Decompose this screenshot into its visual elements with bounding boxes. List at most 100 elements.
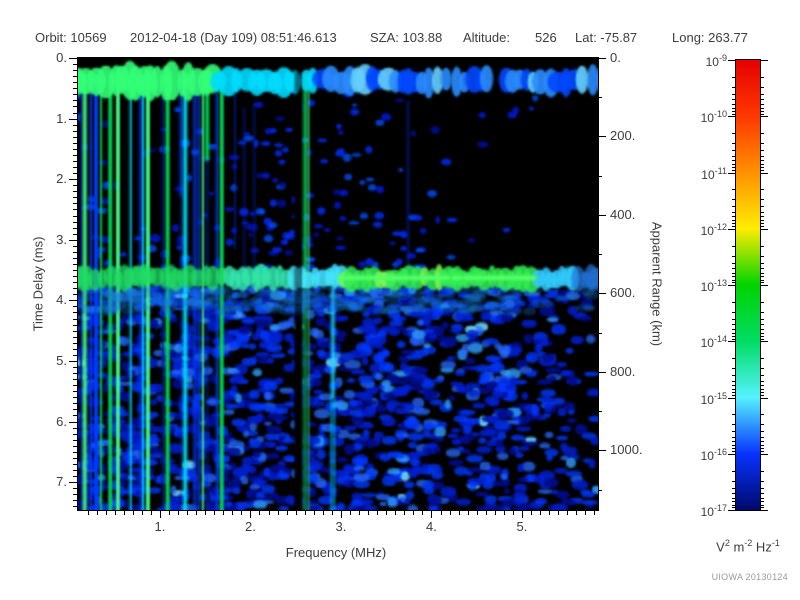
bottom-axis-tick xyxy=(486,511,487,515)
left-tick-label: 5. xyxy=(56,352,67,368)
bottom-axis-tick xyxy=(241,511,242,515)
colorbar-tick xyxy=(728,454,736,455)
left-axis-tick xyxy=(69,361,77,362)
left-axis-tick xyxy=(73,125,77,126)
colorbar-minor-tick xyxy=(732,170,736,171)
colorbar-minor-tick xyxy=(760,94,764,95)
colorbar-minor-tick xyxy=(760,493,764,494)
right-axis-tick xyxy=(598,58,606,59)
left-axis-tick xyxy=(73,349,77,350)
bottom-axis-tick xyxy=(160,511,161,518)
bottom-axis-tick xyxy=(450,511,451,515)
colorbar-minor-tick xyxy=(760,220,764,221)
colorbar-minor-tick xyxy=(760,111,764,112)
colorbar-minor-tick xyxy=(760,160,764,161)
colorbar-minor-tick xyxy=(732,256,736,257)
colorbar-minor-tick xyxy=(760,358,764,359)
colorbar-minor-tick xyxy=(732,501,736,502)
colorbar-minor-tick xyxy=(732,280,736,281)
bottom-tick-label: 3. xyxy=(335,519,347,534)
bottom-axis-tick xyxy=(441,511,442,515)
colorbar-tick xyxy=(760,229,768,230)
colorbar-minor-tick xyxy=(760,389,764,390)
bottom-axis-tick xyxy=(124,511,125,515)
colorbar-minor-tick xyxy=(760,108,764,109)
left-axis-tick xyxy=(73,294,77,295)
colorbar-minor-tick xyxy=(760,216,764,217)
colorbar-minor-tick xyxy=(732,329,736,330)
bottom-axis-tick xyxy=(540,511,541,515)
colorbar-minor-tick xyxy=(732,220,736,221)
colorbar-minor-tick xyxy=(732,488,736,489)
left-axis-tick xyxy=(69,119,77,120)
colorbar-minor-tick xyxy=(732,368,736,369)
colorbar-tick xyxy=(728,510,736,511)
colorbar-minor-tick xyxy=(760,375,764,376)
colorbar-minor-tick xyxy=(760,437,764,438)
left-axis-tick xyxy=(73,385,77,386)
colorbar-tick xyxy=(760,60,768,61)
bottom-axis-tick xyxy=(151,511,152,515)
plot-frame xyxy=(77,57,599,511)
left-axis-tick xyxy=(73,270,77,271)
colorbar-minor-tick xyxy=(732,424,736,425)
bottom-axis-tick xyxy=(368,511,369,515)
bottom-axis-tick xyxy=(259,511,260,515)
colorbar-minor-tick xyxy=(760,498,764,499)
left-axis-tick xyxy=(73,325,77,326)
colorbar-minor-tick xyxy=(732,481,736,482)
bottom-axis-tick xyxy=(278,511,279,515)
colorbar-minor-tick xyxy=(760,133,764,134)
left-axis-tick xyxy=(73,167,77,168)
bottom-axis-tick xyxy=(305,511,306,515)
colorbar-minor-tick xyxy=(760,445,764,446)
colorbar-minor-tick xyxy=(760,424,764,425)
left-axis-tick xyxy=(73,70,77,71)
colorbar-tick-label: 10-9 xyxy=(705,53,727,69)
bottom-tick-label: 5. xyxy=(516,519,528,534)
colorbar-tick xyxy=(728,116,736,117)
left-axis-tick xyxy=(73,100,77,101)
colorbar-minor-tick xyxy=(732,216,736,217)
colorbar-minor-tick xyxy=(760,268,764,269)
colorbar-minor-tick xyxy=(732,471,736,472)
bottom-axis-tick xyxy=(576,511,577,515)
left-tick-label: 4. xyxy=(56,292,67,308)
colorbar-minor-tick xyxy=(760,448,764,449)
bottom-axis-tick xyxy=(250,511,251,518)
left-axis-tick xyxy=(73,82,77,83)
bottom-axis-tick xyxy=(269,511,270,515)
colorbar-minor-tick xyxy=(760,333,764,334)
left-axis-tick xyxy=(73,161,77,162)
left-axis-tick xyxy=(73,452,77,453)
colorbar-tick-label: 10-17 xyxy=(700,503,727,519)
bottom-tick-label: 1. xyxy=(154,519,166,534)
colorbar-minor-tick xyxy=(732,226,736,227)
colorbar-tick xyxy=(728,229,736,230)
right-tick-label: 0. xyxy=(610,50,621,65)
left-axis-tick xyxy=(73,234,77,235)
colorbar-minor-tick xyxy=(732,156,736,157)
colorbar-minor-tick xyxy=(760,282,764,283)
bottom-axis-tick xyxy=(133,511,134,515)
right-tick-label: 400. xyxy=(610,206,636,222)
header-altitude-value: 526 xyxy=(535,30,557,45)
colorbar-minor-tick xyxy=(732,381,736,382)
left-axis-tick xyxy=(73,312,77,313)
left-axis-tick xyxy=(73,94,77,95)
left-tick-label: 7. xyxy=(56,474,67,490)
colorbar-minor-tick xyxy=(760,87,764,88)
right-axis-tick xyxy=(598,176,602,177)
left-axis-tick xyxy=(73,367,77,368)
left-tick-label: 3. xyxy=(56,231,67,247)
colorbar-minor-tick xyxy=(760,302,764,303)
left-axis-tick xyxy=(73,106,77,107)
right-axis-tick xyxy=(598,450,606,451)
bottom-axis-tick xyxy=(359,511,360,515)
left-tick-label: 6. xyxy=(56,413,67,429)
colorbar-minor-tick xyxy=(760,170,764,171)
bottom-axis-tick xyxy=(332,511,333,515)
bottom-axis-tick xyxy=(88,511,89,515)
left-axis-tick xyxy=(73,409,77,410)
colorbar-tick-label: 10-12 xyxy=(700,222,727,238)
